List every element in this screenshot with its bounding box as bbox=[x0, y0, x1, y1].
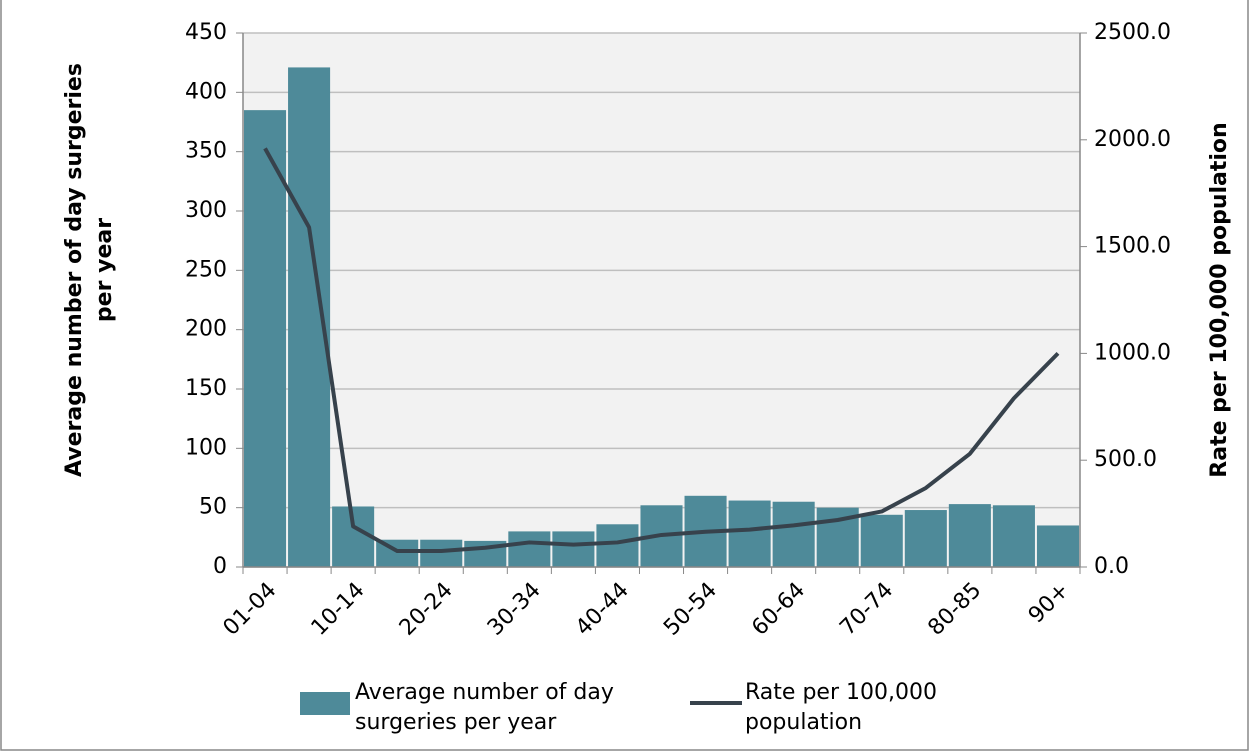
y-tick-label: 0 bbox=[213, 554, 227, 579]
legend-label: Rate per 100,000 population bbox=[745, 680, 937, 735]
bar bbox=[1036, 525, 1079, 567]
y2-tick-label: 1000.0 bbox=[1094, 340, 1171, 365]
bar bbox=[860, 514, 903, 567]
y-tick-label: 150 bbox=[185, 376, 227, 401]
y-tick-label: 200 bbox=[185, 317, 227, 342]
line bbox=[263, 147, 1060, 553]
bar bbox=[596, 524, 639, 567]
y2-axis-title: Rate per 100,000 population bbox=[1207, 122, 1232, 478]
bar bbox=[772, 501, 815, 567]
bar bbox=[552, 531, 595, 567]
y2-tick-label: 500.0 bbox=[1094, 447, 1157, 472]
y-tick-label: 250 bbox=[185, 257, 227, 282]
y-tick-label: 100 bbox=[185, 435, 227, 460]
y-tick-label: 450 bbox=[185, 20, 227, 45]
bar bbox=[904, 510, 947, 567]
plot-area bbox=[243, 33, 1080, 567]
y-tick-label: 50 bbox=[199, 495, 227, 520]
legend-label: Average number of day surgeries per year bbox=[355, 680, 614, 735]
y-axis-title: Average number of day surgeries per year bbox=[62, 63, 117, 477]
legend-swatch bbox=[300, 692, 350, 715]
y2-tick-label: 2000.0 bbox=[1094, 127, 1171, 152]
bar bbox=[244, 110, 287, 567]
bar bbox=[992, 505, 1035, 567]
y2-tick-label: 2500.0 bbox=[1094, 20, 1171, 45]
y-tick-label: 300 bbox=[185, 198, 227, 223]
bar bbox=[728, 500, 771, 567]
bar bbox=[420, 539, 463, 567]
y-tick-label: 400 bbox=[185, 79, 227, 104]
bar bbox=[508, 531, 551, 567]
y2-tick-label: 0.0 bbox=[1094, 554, 1129, 579]
y-tick-label: 350 bbox=[185, 139, 227, 164]
y2-tick-label: 1500.0 bbox=[1094, 234, 1171, 259]
bar bbox=[948, 504, 991, 567]
